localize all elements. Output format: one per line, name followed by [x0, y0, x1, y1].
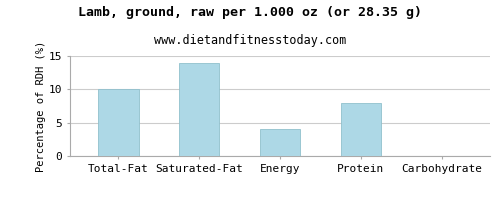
Bar	[179, 63, 220, 156]
Bar	[260, 129, 300, 156]
Y-axis label: Percentage of RDH (%): Percentage of RDH (%)	[36, 40, 46, 172]
Text: Lamb, ground, raw per 1.000 oz (or 28.35 g): Lamb, ground, raw per 1.000 oz (or 28.35…	[78, 6, 422, 19]
Text: www.dietandfitnesstoday.com: www.dietandfitnesstoday.com	[154, 34, 346, 47]
Bar	[340, 103, 381, 156]
Bar	[98, 89, 138, 156]
